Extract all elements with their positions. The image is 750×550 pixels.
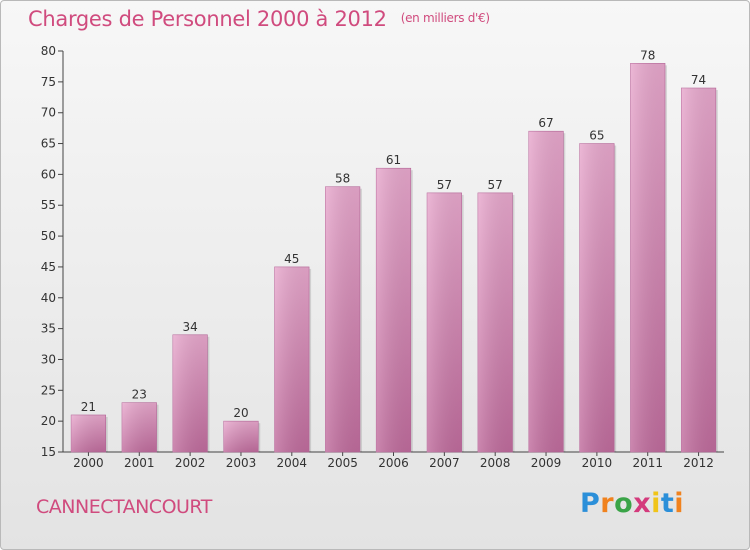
value-label: 57: [437, 178, 452, 192]
value-label: 78: [640, 48, 655, 62]
value-label: 34: [182, 320, 197, 334]
y-tick-label: 65: [41, 137, 56, 151]
y-tick-label: 20: [41, 414, 56, 428]
bar-highlight: [172, 334, 208, 452]
bar-highlight: [71, 414, 106, 452]
y-tick-label: 40: [41, 291, 56, 305]
x-tick-label: 2008: [480, 456, 511, 470]
x-tick-label: 2010: [582, 456, 613, 470]
y-tick-label: 50: [41, 229, 56, 243]
logo-letter: i: [651, 488, 661, 519]
value-label: 65: [589, 129, 604, 143]
bar-highlight: [630, 63, 666, 452]
bar-highlight: [274, 266, 310, 452]
y-tick-label: 60: [41, 167, 56, 181]
value-label: 58: [335, 172, 350, 186]
chart-title: Charges de Personnel 2000 à 2012 (en mill…: [28, 7, 490, 31]
x-tick-label: 2009: [531, 456, 562, 470]
logo-letter: i: [674, 488, 685, 519]
y-tick-label: 80: [41, 44, 56, 58]
y-tick-label: 25: [41, 383, 56, 397]
value-label: 45: [284, 252, 299, 266]
y-tick-label: 55: [41, 198, 56, 212]
value-label: 21: [81, 400, 96, 414]
x-tick-label: 2002: [175, 456, 206, 470]
axes: 15 20 25 30 35 40 45 50 55 60 65 70 75 80 2000 2001 2002…: [41, 44, 724, 470]
y-tick-label: 45: [41, 260, 56, 274]
proxiti-logo: Proxiti: [580, 488, 684, 519]
bar-highlight: [528, 131, 564, 452]
value-label: 74: [691, 73, 706, 87]
value-label: 61: [386, 153, 401, 167]
value-label: 57: [488, 178, 503, 192]
value-label: 20: [233, 406, 248, 420]
bar-highlight: [325, 186, 360, 452]
y-tick-label: 30: [41, 352, 56, 366]
x-tick-label: 2001: [124, 456, 155, 470]
bar-highlight: [681, 88, 716, 452]
x-tick-label: 2007: [429, 456, 460, 470]
value-labels: 21 23 34 20 45 58 61 57 57 67 65 78 74: [81, 48, 706, 420]
bar-highlight: [121, 402, 157, 452]
y-tick-label: 70: [41, 106, 56, 120]
x-tick-label: 2012: [683, 456, 714, 470]
logo-letter: x: [633, 488, 652, 519]
value-label: 23: [132, 388, 147, 402]
title-text: Charges de Personnel 2000 à 2012: [28, 7, 387, 31]
unit-note: (en milliers d'€): [400, 11, 490, 25]
bar-highlight: [223, 421, 259, 452]
y-tick-label: 15: [41, 445, 56, 459]
logo-letter: o: [614, 488, 634, 519]
x-tick-label: 2006: [378, 456, 409, 470]
y-tick-label: 35: [41, 322, 56, 336]
x-tick-label: 2011: [632, 456, 663, 470]
x-tick-label: 2005: [327, 456, 358, 470]
logo-letter: t: [660, 488, 675, 519]
bars: [70, 63, 718, 453]
x-tick-label: 2004: [277, 456, 308, 470]
logo-letter: P: [580, 488, 601, 519]
commune-name: CANNECTANCOURT: [36, 496, 212, 518]
bar-highlight: [579, 143, 615, 453]
bar-highlight: [477, 192, 513, 452]
x-tick-label: 2000: [73, 456, 104, 470]
bar-highlight: [376, 168, 411, 452]
x-tick-label: 2003: [226, 456, 257, 470]
value-label: 67: [538, 116, 553, 130]
bar-highlight: [427, 192, 462, 452]
y-tick-label: 75: [41, 75, 56, 89]
logo-letter: r: [600, 488, 615, 519]
